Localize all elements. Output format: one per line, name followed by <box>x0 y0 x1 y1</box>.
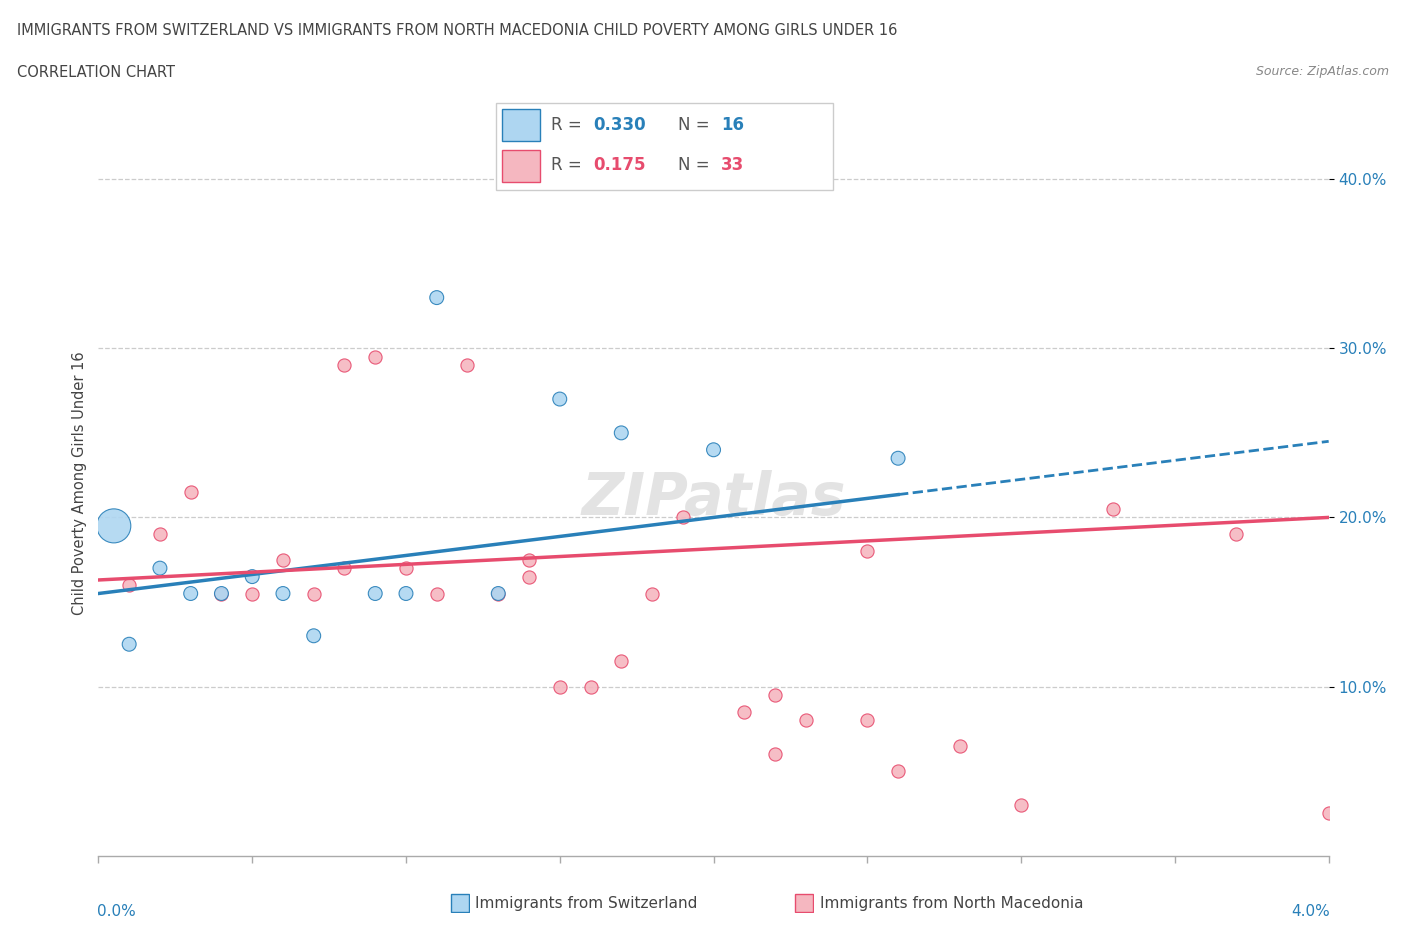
Text: N =: N = <box>678 156 716 175</box>
Point <box>856 544 879 559</box>
Point <box>180 586 202 601</box>
Point <box>610 425 633 440</box>
Text: 0.330: 0.330 <box>593 116 647 134</box>
Point <box>333 358 356 373</box>
Text: Immigrants from Switzerland: Immigrants from Switzerland <box>475 897 697 911</box>
Text: 0.0%: 0.0% <box>97 904 136 919</box>
Point <box>240 569 263 584</box>
FancyBboxPatch shape <box>502 110 540 141</box>
Point <box>180 485 202 499</box>
Point <box>103 518 125 533</box>
Point <box>486 586 509 601</box>
Point <box>548 679 571 694</box>
Text: Immigrants from North Macedonia: Immigrants from North Macedonia <box>820 897 1083 911</box>
FancyBboxPatch shape <box>495 103 834 190</box>
Point <box>517 552 540 567</box>
Point <box>887 764 910 778</box>
Point <box>271 586 294 601</box>
Point <box>763 747 786 762</box>
Text: ZIPatlas: ZIPatlas <box>581 470 846 527</box>
Point <box>610 654 633 669</box>
Point <box>1225 527 1247 542</box>
Point <box>794 713 817 728</box>
Point <box>149 561 172 576</box>
Text: R =: R = <box>551 116 586 134</box>
FancyBboxPatch shape <box>451 894 468 912</box>
Point <box>364 350 387 365</box>
Point <box>426 586 449 601</box>
Text: Source: ZipAtlas.com: Source: ZipAtlas.com <box>1256 65 1389 78</box>
Point <box>211 586 233 601</box>
Point <box>271 552 294 567</box>
Point <box>302 586 325 601</box>
Point <box>1317 806 1340 821</box>
Text: CORRELATION CHART: CORRELATION CHART <box>17 65 174 80</box>
Point <box>763 687 786 702</box>
Point <box>641 586 664 601</box>
Text: 4.0%: 4.0% <box>1291 904 1330 919</box>
Point <box>118 637 141 652</box>
Point <box>548 392 571 406</box>
Point <box>486 586 509 601</box>
Text: N =: N = <box>678 116 716 134</box>
Text: 33: 33 <box>721 156 744 175</box>
Text: 0.175: 0.175 <box>593 156 647 175</box>
Point <box>118 578 141 592</box>
Y-axis label: Child Poverty Among Girls Under 16: Child Poverty Among Girls Under 16 <box>72 352 87 616</box>
Point <box>887 451 910 466</box>
Point <box>1102 501 1125 516</box>
Point <box>703 443 725 458</box>
Point <box>672 510 695 525</box>
Point <box>149 527 172 542</box>
Text: IMMIGRANTS FROM SWITZERLAND VS IMMIGRANTS FROM NORTH MACEDONIA CHILD POVERTY AMO: IMMIGRANTS FROM SWITZERLAND VS IMMIGRANT… <box>17 23 897 38</box>
FancyBboxPatch shape <box>502 150 540 182</box>
Point <box>456 358 478 373</box>
Point <box>211 586 233 601</box>
Point <box>949 738 972 753</box>
FancyBboxPatch shape <box>796 894 813 912</box>
Point <box>395 586 418 601</box>
Point <box>240 586 263 601</box>
Point <box>517 569 540 584</box>
Point <box>302 629 325 644</box>
Point <box>856 713 879 728</box>
Point <box>426 290 449 305</box>
Point <box>1010 797 1032 812</box>
Point <box>733 704 755 719</box>
Point <box>579 679 602 694</box>
Point <box>395 561 418 576</box>
Point <box>364 586 387 601</box>
Text: 16: 16 <box>721 116 744 134</box>
Text: R =: R = <box>551 156 586 175</box>
Point <box>333 561 356 576</box>
